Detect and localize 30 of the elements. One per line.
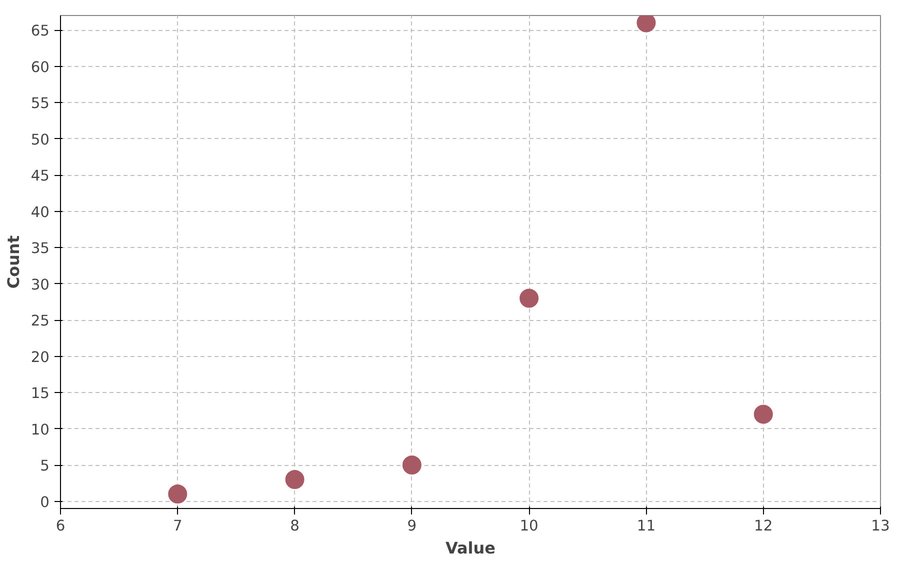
x-tick-label: 13	[871, 518, 890, 534]
y-tick-label: 0	[40, 494, 50, 511]
point	[520, 288, 539, 308]
point	[168, 484, 188, 504]
point	[754, 404, 773, 424]
y-tick-label: 40	[30, 204, 50, 221]
x-axis-title: Value	[445, 538, 496, 558]
y-axis-title: Count	[4, 235, 23, 289]
point	[285, 470, 304, 489]
y-tick-label: 10	[30, 421, 50, 438]
x-tick-label: 8	[290, 518, 300, 534]
y-tick-label: 55	[30, 95, 50, 112]
y-tick-label: 15	[30, 385, 50, 402]
x-tick-label: 11	[636, 518, 656, 534]
x-tick-label: 7	[172, 518, 182, 534]
y-tick-label: 5	[40, 458, 50, 474]
y-tick-label: 50	[30, 131, 50, 148]
x-tick-label: 10	[520, 518, 538, 534]
point	[636, 16, 656, 32]
x-tick-label: 6	[56, 518, 66, 534]
y-tick-label: 25	[30, 312, 50, 330]
y-tick-label: 30	[30, 276, 50, 294]
y-tick-label: 35	[30, 240, 50, 257]
y-tick-label: 65	[30, 22, 50, 40]
x-tick-label: 12	[754, 518, 773, 534]
y-tick-label: 60	[30, 58, 50, 76]
y-tick-label: 45	[30, 168, 50, 184]
y-tick-label: 20	[30, 348, 50, 366]
x-tick-label: 9	[407, 518, 417, 534]
point	[402, 456, 422, 474]
